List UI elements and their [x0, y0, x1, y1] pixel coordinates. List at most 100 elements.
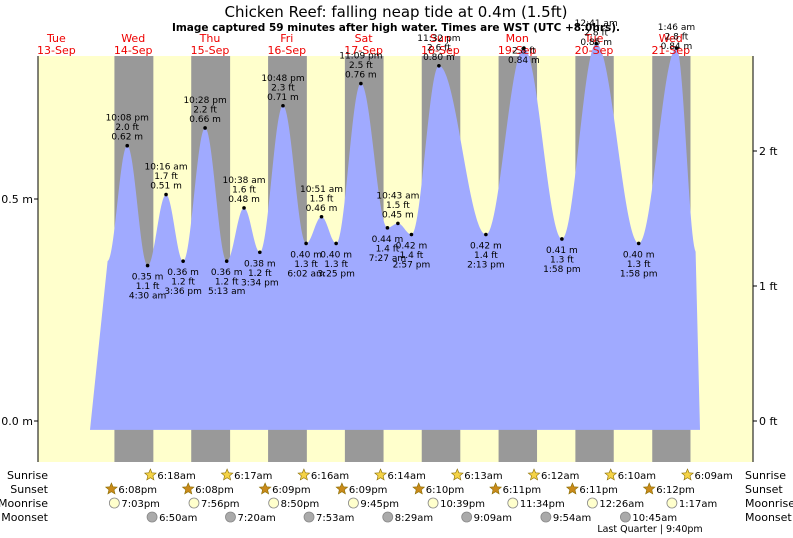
moonrise-time: 11:34pm [520, 499, 565, 510]
moonset-icon [620, 511, 631, 523]
tide-ft-label: 1.3 ft [550, 255, 574, 265]
row-label-moonrise: Moonrise [0, 497, 48, 510]
date-label: 16-Sep [267, 44, 306, 57]
tide-point [334, 241, 338, 246]
moonset-icon [461, 511, 473, 523]
moonset-time: 9:09am [474, 513, 512, 524]
moonset-time: 10:45am [632, 513, 677, 524]
tide-m-label: 0.40 m [290, 250, 322, 260]
sunrise-icon [374, 468, 388, 481]
tide-m-label: 0.38 m [244, 259, 276, 269]
tide-ft-label: 1.4 ft [400, 251, 424, 261]
tide-m-label: 0.71 m [267, 93, 299, 103]
sunset-icon [104, 482, 118, 495]
day-label: Wed [121, 32, 145, 45]
moonrise-icon [586, 497, 598, 509]
sunset-time: 6:12pm [656, 485, 695, 496]
tide-time-label: 3:34 pm [241, 278, 279, 288]
tide-m-label: 0.35 m [132, 273, 164, 283]
sunrise-icon [143, 468, 157, 481]
moonset-time: 7:53am [316, 513, 354, 524]
tide-point [281, 103, 285, 108]
tide-m-label: 0.84 m [508, 56, 540, 66]
tide-point [409, 232, 414, 237]
tide-time-label: 3:25 pm [317, 269, 355, 279]
tide-ft-label: 1.7 ft [154, 172, 178, 182]
moonrise-icon [666, 497, 678, 509]
tide-m-label: 0.62 m [111, 133, 143, 143]
sunset-icon [565, 482, 579, 495]
moonset-icon [540, 511, 552, 523]
tide-ft-label: 1.2 ft [171, 278, 195, 288]
tide-m-label: 0.36 m [211, 268, 243, 278]
tide-point [396, 221, 400, 226]
tide-point [181, 259, 185, 263]
moonrise-icon [268, 497, 280, 509]
sunset-icon [181, 482, 195, 495]
date-label: 20-Sep [575, 44, 614, 57]
sunrise-icon [220, 468, 234, 481]
sunset-time: 6:08pm [195, 485, 234, 496]
tide-ft-label: 1.2 ft [248, 269, 272, 279]
tide-m-label: 0.84 m [661, 42, 693, 52]
sunrise-icon [450, 468, 464, 481]
label-layer: 0.0 m0.5 m0 ft1 ft2 ftTue13-SepWed14-Sep… [1, 19, 778, 428]
day-label: Mon [506, 32, 529, 45]
date-label: 21-Sep [651, 44, 690, 57]
tide-point [359, 81, 363, 86]
date-label: 17-Sep [344, 44, 383, 57]
tide-ft-label: 1.4 ft [376, 244, 400, 254]
tide-m-label: 0.42 m [470, 242, 502, 252]
date-label: 19-Sep [498, 44, 537, 57]
y-tick-label-m: 0.0 m [1, 415, 33, 428]
row-label-moonset: Moonset [1, 511, 48, 524]
sunset-icon [489, 482, 503, 495]
moonset-time: 7:20am [237, 513, 275, 524]
water-area [90, 43, 700, 430]
tide-m-label: 0.40 m [623, 250, 655, 260]
moonrise-icon [108, 497, 120, 509]
tide-ft-label: 2.0 ft [115, 123, 139, 133]
sunrise-icon [297, 468, 311, 481]
tide-time-label: 5:13 am [208, 287, 245, 297]
tide-point [636, 241, 641, 246]
day-label: Sun [430, 32, 451, 45]
moonrise-time: 8:50pm [281, 499, 320, 510]
tide-time-label: 1:58 pm [620, 269, 658, 279]
y-tick-label-ft: 0 ft [759, 415, 778, 428]
row-label-right-sunset: Sunset [745, 483, 783, 496]
tide-point [594, 41, 598, 46]
tide-time-label: 11:09 pm [339, 52, 382, 62]
date-label: 15-Sep [191, 44, 230, 57]
tide-m-label: 0.85 m [580, 38, 612, 48]
tide-point [560, 237, 564, 241]
tide-m-label: 0.80 m [423, 53, 455, 63]
tide-ft-label: 2.2 ft [193, 105, 217, 115]
tide-m-label: 0.36 m [167, 268, 199, 278]
tide-point [164, 192, 168, 197]
sunset-icon [258, 482, 272, 495]
sunrise-time: 6:18am [157, 471, 195, 482]
tide-point [385, 226, 390, 230]
tide-time-label: 2:57 pm [393, 261, 431, 271]
tide-ft-label: 1.3 ft [294, 260, 318, 270]
tide-time-label: 10:43 am [376, 191, 419, 201]
tide-ft-label: 1.4 ft [474, 251, 498, 261]
tide-m-label: 0.41 m [546, 246, 578, 256]
sunset-icon [412, 482, 426, 495]
sunrise-time: 6:16am [311, 471, 349, 482]
tide-time-label: 3:36 pm [164, 287, 202, 297]
sunset-time: 6:09pm [272, 485, 311, 496]
moonrise-icon [507, 497, 519, 509]
chart-subtitle: Image captured 59 minutes after high wat… [172, 22, 620, 34]
tide-ft-label: 1.3 ft [324, 260, 348, 270]
tide-point [484, 232, 488, 237]
sunrise-time: 6:12am [541, 471, 579, 482]
moonrise-time: 9:45pm [360, 499, 399, 510]
plot-area [34, 43, 757, 462]
tide-time-label: 11:32 pm [417, 34, 460, 44]
tide-ft-label: 1.6 ft [232, 185, 256, 195]
sunrise-icon [604, 468, 618, 481]
day-label: Tue [46, 32, 66, 45]
